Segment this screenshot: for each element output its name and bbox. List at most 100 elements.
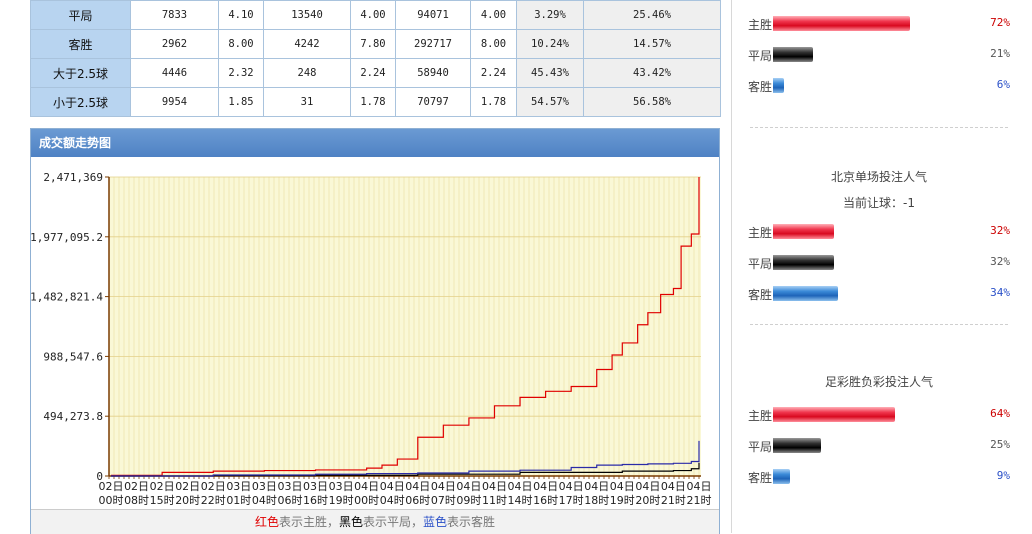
x-tick-label-hour: 15时 bbox=[150, 494, 175, 507]
stats-cell: 4.00 bbox=[470, 0, 517, 30]
popularity-section-top: 主胜 72% 平局 21% 客胜 6% bbox=[748, 14, 1010, 114]
percentage-value: 21% bbox=[990, 47, 1010, 60]
outcome-label: 平局 bbox=[748, 49, 773, 63]
x-tick-label-day: 04日 bbox=[635, 480, 660, 493]
legend-red-word: 红色 bbox=[254, 515, 279, 529]
percentage-value: 6% bbox=[996, 78, 1010, 91]
stats-cell: 7.80 bbox=[350, 29, 396, 59]
x-tick-label-hour: 01时 bbox=[226, 494, 251, 507]
x-tick-label-day: 02日 bbox=[99, 480, 124, 493]
x-tick-label-hour: 08时 bbox=[124, 494, 149, 507]
y-tick-label: 0 bbox=[96, 470, 103, 483]
turnover-trend-chart: 0 494,273.8 988,547.6 1,482,821.4 1,977,095.… bbox=[31, 171, 712, 507]
outcome-label: 主胜 bbox=[748, 18, 773, 32]
x-tick-label-hour: 04时 bbox=[380, 494, 405, 507]
percentage-value: 32% bbox=[990, 224, 1010, 237]
stats-cell: 248 bbox=[263, 58, 351, 88]
x-tick-label-hour: 04时 bbox=[252, 494, 277, 507]
popularity-row: 平局 25% bbox=[748, 436, 1010, 454]
series-line-1 bbox=[111, 462, 700, 477]
stats-cell: 2.24 bbox=[350, 58, 396, 88]
popularity-bar bbox=[773, 438, 821, 453]
stats-cell: 4446 bbox=[130, 58, 219, 88]
x-tick-label-hour: 21时 bbox=[687, 494, 712, 507]
legend-black-word: 黑色 bbox=[338, 515, 363, 529]
stats-cell: 2.24 bbox=[470, 58, 517, 88]
stats-cell: 31 bbox=[263, 87, 351, 117]
stats-cell: 54.57% bbox=[516, 87, 584, 117]
percentage-value: 9% bbox=[996, 469, 1010, 482]
stats-cell: 4242 bbox=[263, 29, 351, 59]
stats-cell: 2962 bbox=[130, 29, 219, 59]
section-subtitle: 当前让球：-1 bbox=[843, 196, 915, 210]
section-title: 北京单场投注人气 bbox=[830, 170, 927, 184]
x-tick-label-hour: 14时 bbox=[508, 494, 533, 507]
popularity-bar bbox=[773, 407, 895, 422]
outcome-label: 平局 bbox=[748, 440, 773, 454]
x-tick-label-day: 03日 bbox=[329, 480, 354, 493]
x-tick-label-hour: 17时 bbox=[559, 494, 584, 507]
x-tick-label-day: 02日 bbox=[175, 480, 200, 493]
popularity-bar bbox=[773, 255, 834, 270]
series-line-2 bbox=[111, 440, 700, 477]
stats-cell: 25.46% bbox=[583, 0, 721, 30]
y-tick-label: 988,547.6 bbox=[43, 350, 103, 363]
stats-cell: 13540 bbox=[263, 0, 351, 30]
popularity-bar bbox=[773, 47, 813, 62]
x-tick-label-day: 04日 bbox=[584, 480, 609, 493]
x-tick-label-hour: 00时 bbox=[354, 494, 379, 507]
legend-black-desc: 表示平局， bbox=[363, 515, 424, 529]
popularity-bar bbox=[773, 469, 791, 484]
y-tick-label: 494,273.8 bbox=[43, 410, 103, 423]
x-tick-label-day: 04日 bbox=[533, 480, 558, 493]
chart-title: 成交额走势图 bbox=[31, 129, 719, 157]
x-tick-label-hour: 09时 bbox=[456, 494, 481, 507]
stats-cell: 7833 bbox=[130, 0, 219, 30]
outcome-label: 主胜 bbox=[748, 409, 773, 423]
stats-cell: 1.85 bbox=[218, 87, 264, 117]
x-tick-label-hour: 00时 bbox=[99, 494, 124, 507]
x-tick-label-day: 04日 bbox=[431, 480, 456, 493]
plot-background bbox=[109, 177, 701, 476]
stats-cell: 2.32 bbox=[218, 58, 264, 88]
stats-row: 客胜 2962 8.00 4242 7.80 292717 8.00 10.24% 14.57% bbox=[30, 29, 721, 59]
stats-cell: 43.42% bbox=[583, 58, 721, 88]
turnover-trend-panel: 成交额走势图 0 494,273.8 988,547.6 1,482,821.4 1,9… bbox=[30, 128, 720, 534]
stats-cell: 45.43% bbox=[516, 58, 584, 88]
stats-cell: 14.57% bbox=[583, 29, 721, 59]
x-tick-label-hour: 06时 bbox=[277, 494, 302, 507]
stats-cell: 4.00 bbox=[350, 0, 396, 30]
column-divider bbox=[731, 0, 732, 533]
popularity-row: 客胜 6% bbox=[748, 76, 1010, 94]
x-tick-label-hour: 11时 bbox=[482, 494, 507, 507]
percentage-value: 32% bbox=[990, 255, 1010, 268]
outcome-label: 客胜 bbox=[748, 471, 773, 485]
series-line-0 bbox=[111, 177, 700, 476]
beijing-single-popularity-section: 北京单场投注人气 当前让球：-1 主胜 32% 平局 32% 客胜 34% bbox=[748, 168, 1010, 308]
x-tick-label-day: 03日 bbox=[226, 480, 251, 493]
x-tick-label-day: 04日 bbox=[354, 480, 379, 493]
popularity-bar bbox=[773, 224, 834, 239]
x-tick-label-hour: 18时 bbox=[584, 494, 609, 507]
outcome-label: 客胜 bbox=[748, 80, 773, 94]
popularity-row: 平局 32% bbox=[748, 253, 1010, 271]
x-tick-label-day: 04日 bbox=[482, 480, 507, 493]
odds-stats-table: 平局 7833 4.10 13540 4.00 94071 4.00 3.29% 25.46% 客… bbox=[30, 0, 721, 117]
popularity-row: 客胜 9% bbox=[748, 467, 1010, 485]
percentage-value: 72% bbox=[990, 16, 1010, 29]
stats-cell: 58940 bbox=[395, 58, 471, 88]
x-tick-label-day: 04日 bbox=[380, 480, 405, 493]
stats-row: 小于2.5球 9954 1.85 31 1.78 70797 1.78 54.57% 56.58… bbox=[30, 87, 721, 117]
y-tick-label: 1,482,821.4 bbox=[31, 291, 103, 304]
x-tick-label-day: 04日 bbox=[456, 480, 481, 493]
percentage-value: 34% bbox=[990, 286, 1010, 299]
chart-legend: 红色表示主胜，黑色表示平局，蓝色表示客胜 bbox=[31, 509, 719, 534]
x-tick-label-day: 04日 bbox=[610, 480, 635, 493]
row-label: 小于2.5球 bbox=[30, 87, 131, 117]
x-tick-label-day: 04日 bbox=[687, 480, 712, 493]
stats-cell: 3.29% bbox=[516, 0, 584, 30]
stats-cell: 9954 bbox=[130, 87, 219, 117]
stats-cell: 1.78 bbox=[350, 87, 396, 117]
x-tick-label-hour: 19时 bbox=[329, 494, 354, 507]
x-tick-label-hour: 16时 bbox=[533, 494, 558, 507]
